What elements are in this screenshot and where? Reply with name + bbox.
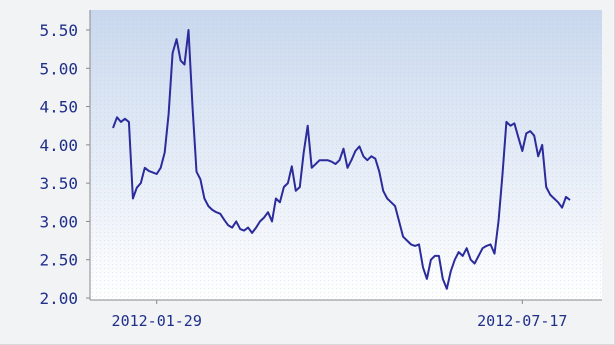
- series-line: [112, 29, 571, 290]
- y-tick-label: 4.00: [39, 136, 78, 155]
- x-tick-label: 2012-01-29: [112, 312, 202, 330]
- x-axis: 2012-01-29 2012-07-17: [90, 299, 602, 330]
- y-tick-label: 5.00: [39, 59, 78, 78]
- y-tick-label: 5.50: [39, 21, 78, 40]
- plot-grid-texture: [90, 10, 602, 300]
- y-tick-label: 2.00: [39, 289, 78, 308]
- y-tick-label: 4.50: [39, 98, 78, 117]
- y-axis: 5.50 5.00 4.50 4.00 3.50 3.00 2.50 2.00: [39, 10, 91, 308]
- y-tick-label: 3.00: [39, 212, 78, 231]
- y-tick-label: 3.50: [39, 174, 78, 193]
- y-tick-label: 2.50: [39, 251, 78, 270]
- x-tick-label: 2012-07-17: [477, 312, 567, 330]
